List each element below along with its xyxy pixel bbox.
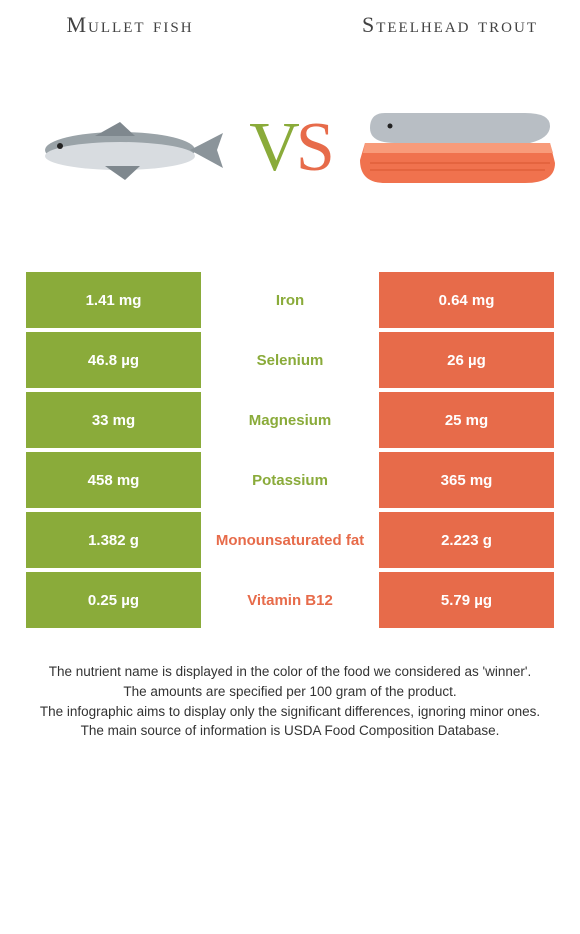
nutrient-table: 1.41 mgIron0.64 mg46.8 µgSelenium26 µg33… bbox=[22, 268, 558, 632]
left-food-title: Mullet fish bbox=[30, 12, 230, 38]
left-value: 1.41 mg bbox=[26, 272, 201, 328]
left-value: 33 mg bbox=[26, 392, 201, 448]
left-value: 0.25 µg bbox=[26, 572, 201, 628]
right-value: 26 µg bbox=[379, 332, 554, 388]
right-food-image bbox=[355, 83, 555, 213]
header: Mullet fish Steelhead trout bbox=[0, 0, 580, 38]
left-value: 46.8 µg bbox=[26, 332, 201, 388]
nutrient-name: Magnesium bbox=[205, 392, 375, 448]
vs-v: V bbox=[249, 109, 296, 186]
right-value: 5.79 µg bbox=[379, 572, 554, 628]
footer-notes: The nutrient name is displayed in the co… bbox=[0, 632, 580, 740]
vs-label: VS bbox=[249, 108, 331, 188]
left-food-image bbox=[25, 83, 225, 213]
right-value: 2.223 g bbox=[379, 512, 554, 568]
left-value: 458 mg bbox=[26, 452, 201, 508]
images-row: VS bbox=[0, 38, 580, 268]
footer-line-1: The nutrient name is displayed in the co… bbox=[20, 662, 560, 682]
table-row: 458 mgPotassium365 mg bbox=[26, 452, 554, 508]
vs-s: S bbox=[296, 109, 331, 186]
nutrient-name: Monounsaturated fat bbox=[205, 512, 375, 568]
table-row: 1.41 mgIron0.64 mg bbox=[26, 272, 554, 328]
right-value: 25 mg bbox=[379, 392, 554, 448]
nutrient-name: Vitamin B12 bbox=[205, 572, 375, 628]
nutrient-name: Potassium bbox=[205, 452, 375, 508]
left-value: 1.382 g bbox=[26, 512, 201, 568]
nutrient-name: Iron bbox=[205, 272, 375, 328]
table-row: 1.382 gMonounsaturated fat2.223 g bbox=[26, 512, 554, 568]
table-row: 33 mgMagnesium25 mg bbox=[26, 392, 554, 448]
right-value: 365 mg bbox=[379, 452, 554, 508]
table-row: 0.25 µgVitamin B125.79 µg bbox=[26, 572, 554, 628]
footer-line-3: The infographic aims to display only the… bbox=[20, 702, 560, 722]
table-row: 46.8 µgSelenium26 µg bbox=[26, 332, 554, 388]
footer-line-4: The main source of information is USDA F… bbox=[20, 721, 560, 741]
nutrient-name: Selenium bbox=[205, 332, 375, 388]
footer-line-2: The amounts are specified per 100 gram o… bbox=[20, 682, 560, 702]
right-food-title: Steelhead trout bbox=[350, 12, 550, 38]
right-value: 0.64 mg bbox=[379, 272, 554, 328]
